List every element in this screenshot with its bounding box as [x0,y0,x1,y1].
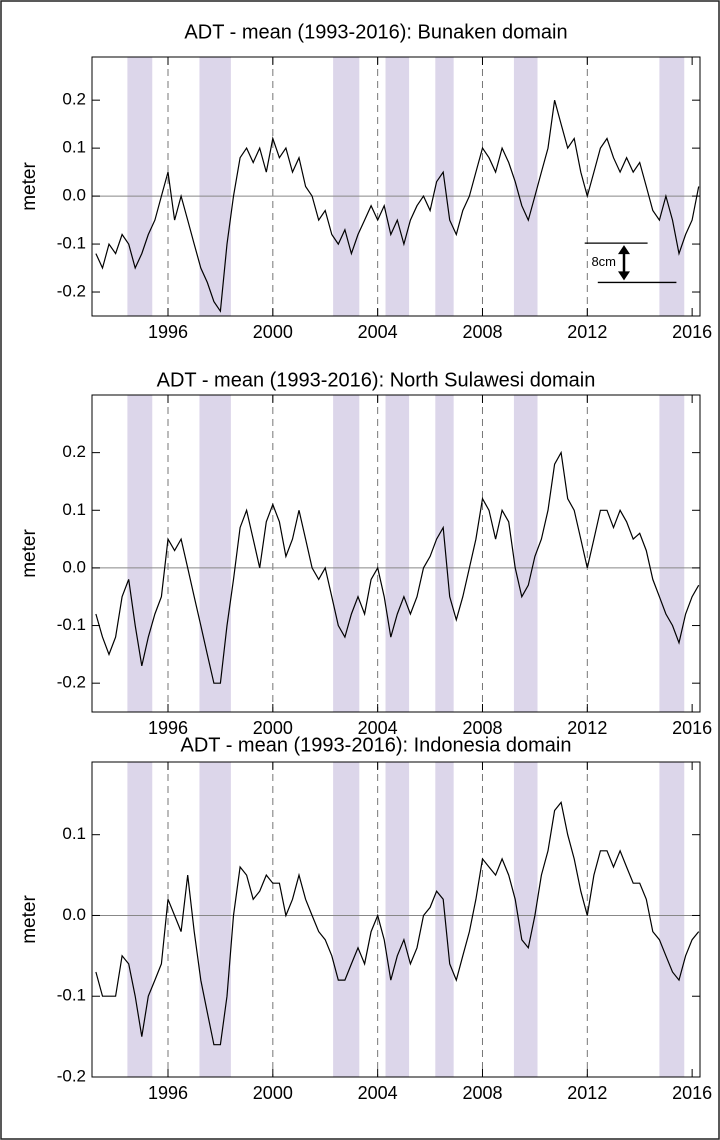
y-tick-label: 0.1 [62,138,86,157]
x-tick-label: 2016 [672,322,712,342]
data-line [95,450,700,684]
y-tick-label: 0.1 [62,824,86,843]
chart-title: ADT - mean (1993-2016): North Sulawesi d… [157,369,596,391]
x-tick-label: 2016 [672,718,712,738]
chart-title: ADT - mean (1993-2016): Bunaken domain [184,21,567,43]
shaded-span [513,395,538,712]
plot-frame [91,56,701,317]
shaded-span [435,762,454,1077]
data-line [95,801,700,1046]
plot-frame [91,394,701,713]
x-tick-label: 1996 [148,1083,188,1103]
y-tick-label: 0.1 [62,500,86,519]
y-tick-label: 0.2 [62,90,86,109]
shaded-span [659,395,685,712]
shaded-span [513,57,538,316]
annotation-label: 8cm [591,254,616,269]
y-tick-label: 0.0 [62,186,86,205]
y-tick-label: 0.2 [62,442,86,461]
y-tick-label: -0.1 [57,615,86,634]
y-tick-label: -0.2 [57,1066,86,1085]
x-tick-label: 2008 [462,718,502,738]
x-tick-label: 2012 [567,322,607,342]
x-tick-label: 2008 [462,1083,502,1103]
x-tick-label: 2008 [462,322,502,342]
x-tick-label: 1996 [148,718,188,738]
panel: -0.2 -0.1 0.0 0.1 1996 2000 2004 2008 2012 2016 AD… [19,734,712,1102]
x-tick-label: 2004 [358,718,398,738]
arrow-head [618,271,630,281]
x-tick-label: 2004 [358,322,398,342]
y-tick-label: -0.1 [57,986,86,1005]
x-tick-label: 2016 [672,1083,712,1103]
shaded-span [199,57,231,316]
shaded-span [385,395,410,712]
x-tick-label: 2004 [358,1083,398,1103]
shaded-span [435,57,454,316]
shaded-span [199,395,231,712]
x-tick-label: 2000 [253,718,293,738]
y-tick-label: -0.1 [57,234,86,253]
x-tick-label: 2012 [567,718,607,738]
shaded-span [199,762,231,1077]
x-tick-label: 1996 [148,322,188,342]
arrow-head [618,245,630,255]
x-tick-label: 2000 [253,322,293,342]
shaded-span [333,57,360,316]
y-tick-label: 0.0 [62,557,86,576]
panel: -0.2 -0.1 0.0 0.1 0.2 1996 2000 2004 2008 2012 201… [19,21,712,341]
y-axis-label: meter [19,529,40,578]
y-tick-label: -0.2 [57,282,86,301]
shaded-span [659,57,685,316]
y-axis-label: meter [19,895,40,944]
x-tick-label: 2000 [253,1083,293,1103]
x-tick-label: 2012 [567,1083,607,1103]
plot-frame [91,761,701,1078]
shaded-span [385,762,410,1077]
chart-title: ADT - mean (1993-2016): Indonesia domain [181,734,572,756]
y-tick-label: -0.2 [57,673,86,692]
y-tick-label: 0.0 [62,905,86,924]
shaded-span [127,762,153,1077]
shaded-span [385,57,410,316]
shaded-span [435,395,454,712]
shaded-span [127,57,153,316]
shaded-span [333,762,360,1077]
panel: -0.2 -0.1 0.0 0.1 0.2 1996 2000 2004 2008 2012 201… [19,369,712,737]
y-axis-label: meter [19,162,40,211]
shaded-span [127,395,153,712]
shaded-span [659,762,685,1077]
shaded-span [513,762,538,1077]
shaded-span [333,395,360,712]
data-line [95,100,700,313]
